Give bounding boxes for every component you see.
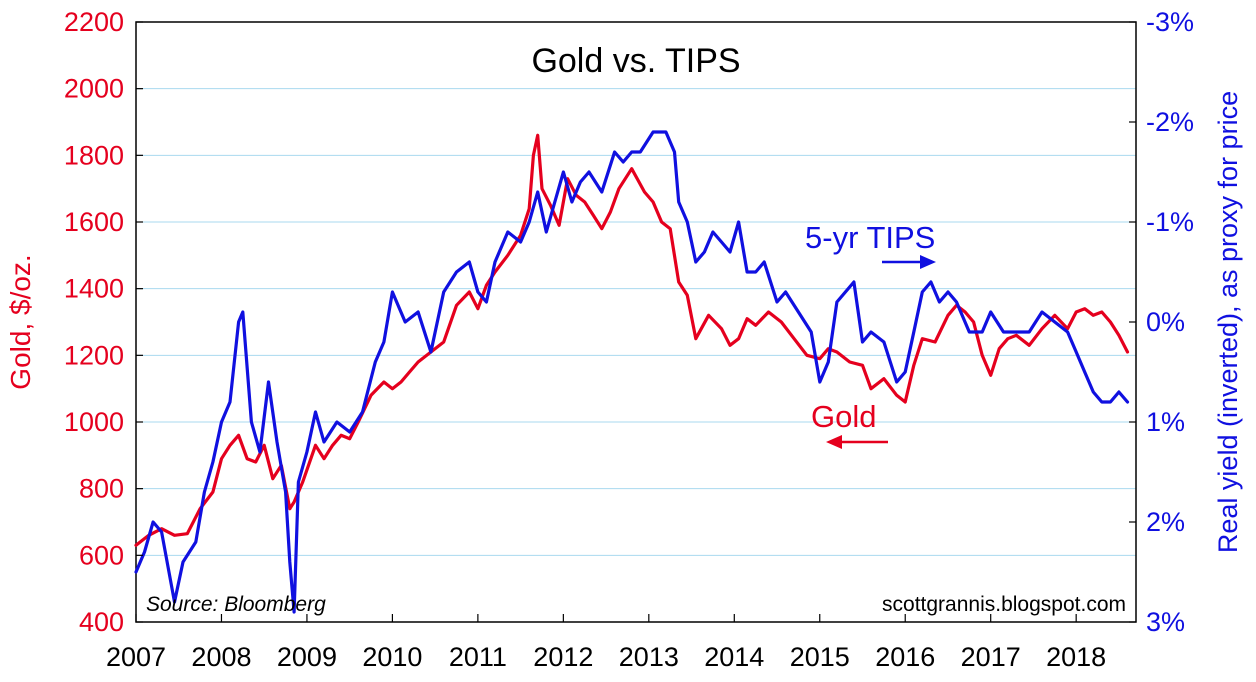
x-tick-label: 2012 bbox=[533, 642, 593, 672]
x-tick-label: 2015 bbox=[790, 642, 850, 672]
y-right-tick-label: 2% bbox=[1146, 507, 1185, 537]
y-left-tick-label: 400 bbox=[79, 607, 124, 637]
tips-annotation-label: 5-yr TIPS bbox=[805, 220, 935, 255]
series-layer bbox=[134, 130, 1130, 614]
tips-series-line bbox=[134, 130, 1130, 614]
y-right-tick-label: 0% bbox=[1146, 307, 1185, 337]
y-left-tick-label: 1400 bbox=[64, 274, 124, 304]
credit-note: scottgrannis.blogspot.com bbox=[882, 593, 1126, 616]
gold-arrow-left-icon bbox=[826, 435, 888, 449]
x-tick-label: 2010 bbox=[362, 642, 422, 672]
tips-arrow-right-icon bbox=[882, 255, 936, 269]
y-left-tick-label: 1000 bbox=[64, 407, 124, 437]
gold-series-line bbox=[134, 133, 1130, 547]
source-note: Source: Bloomberg bbox=[146, 593, 326, 616]
y-right-tick-label: 1% bbox=[1146, 407, 1185, 437]
y-left-tick-label: 2000 bbox=[64, 74, 124, 104]
x-tick-label: 2009 bbox=[277, 642, 337, 672]
x-tick-label: 2014 bbox=[704, 642, 764, 672]
y-left-tick-label: 1200 bbox=[64, 340, 124, 370]
y-left-tick-label: 1600 bbox=[64, 207, 124, 237]
chart-title: Gold vs. TIPS bbox=[531, 42, 740, 80]
y-right-tick-label: -2% bbox=[1146, 107, 1194, 137]
x-tick-label: 2013 bbox=[619, 642, 679, 672]
x-tick-label: 2017 bbox=[961, 642, 1021, 672]
axes-layer: 2200 2000 1800 1600 1400 1200 1000 800 600 400 -3%… bbox=[64, 7, 1194, 672]
y-axis-right-label: Real yield (inverted), as proxy for pric… bbox=[1213, 91, 1243, 553]
y-axis-left-label: Gold, $/oz. bbox=[5, 254, 36, 389]
y-right-tick-label: 3% bbox=[1146, 607, 1185, 637]
x-tick-label: 2008 bbox=[191, 642, 251, 672]
y-right-tick-label: -1% bbox=[1146, 207, 1194, 237]
x-tick-label: 2007 bbox=[106, 642, 166, 672]
x-tick-label: 2018 bbox=[1046, 642, 1106, 672]
y-right-tick-label: -3% bbox=[1146, 7, 1194, 37]
y-left-tick-label: 600 bbox=[79, 540, 124, 570]
x-tick-label: 2011 bbox=[449, 642, 507, 672]
y-left-tick-label: 1800 bbox=[64, 140, 124, 170]
gridlines bbox=[136, 88, 1136, 556]
gold-annotation-label: Gold bbox=[811, 399, 876, 434]
y-left-tick-label: 800 bbox=[79, 474, 124, 504]
y-left-tick-label: 2200 bbox=[64, 7, 124, 37]
x-tick-label: 2016 bbox=[875, 642, 935, 672]
